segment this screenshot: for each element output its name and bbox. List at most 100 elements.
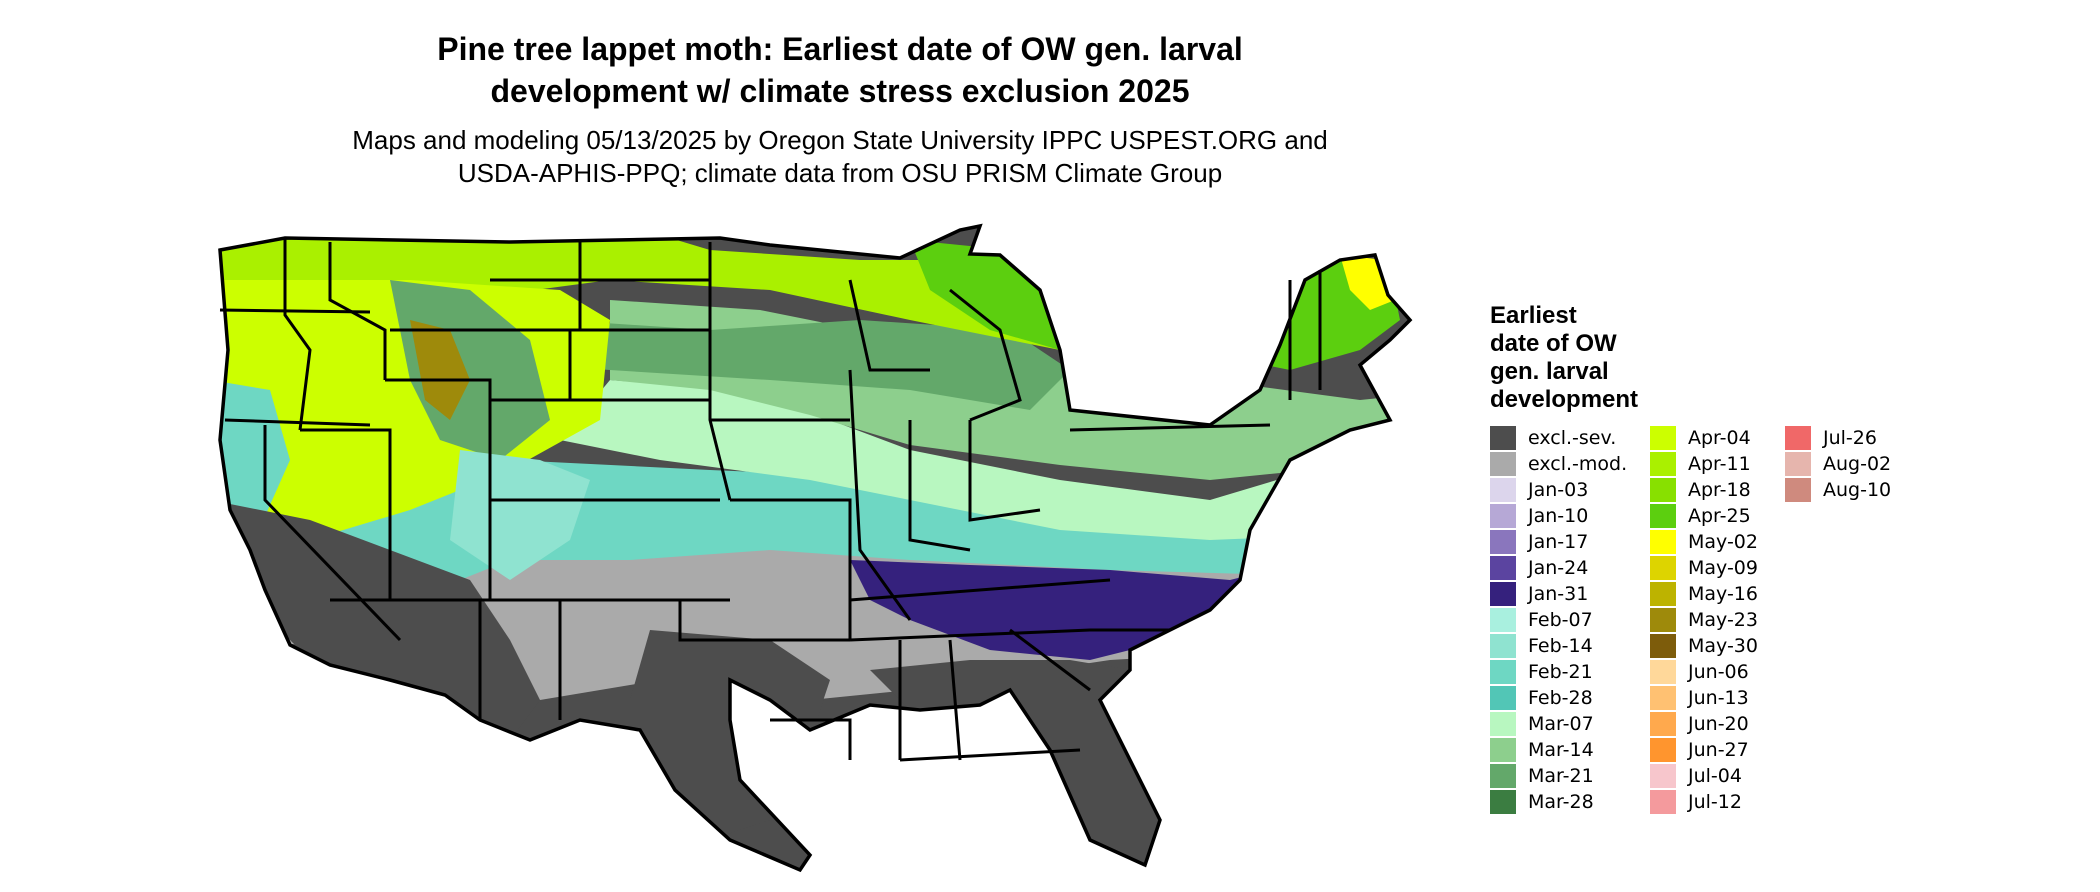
border-nv-ut [300,428,392,600]
legend-label: Aug-02 [1823,453,1892,475]
legend-swatch [1490,556,1516,580]
zone-apr-bright [910,240,1090,350]
legend-item: Jun-06 [1650,659,1758,685]
border-ut-co [385,378,492,600]
map-subtitle-line-1: Maps and modeling 05/13/2025 by Oregon S… [352,125,1328,155]
legend-swatch [1490,790,1516,814]
legend-column-2: Apr-04 Apr-11 Apr-18 Apr-25 May-02 May-09 May-… [1650,425,1758,815]
legend-swatch [1650,478,1676,502]
border-ny-pa [1069,423,1271,432]
border-wa-or [219,308,371,314]
legend-item: Mar-07 [1490,711,1627,737]
zone-southeast-dark [870,660,1160,865]
legend-item: Jun-13 [1650,685,1758,711]
zone-west-brown [410,320,470,420]
legend-item: Apr-18 [1650,477,1758,503]
border-tx-ok [560,598,850,642]
zone-southwest-teal [450,450,590,580]
legend-item: Jan-24 [1490,555,1627,581]
border-mi-lower [949,288,1022,422]
legend-swatch [1785,478,1811,502]
legend-item: Mar-14 [1490,737,1627,763]
border-oh-pa [968,420,1041,522]
map-subtitle: Maps and modeling 05/13/2025 by Oregon S… [300,124,1380,190]
legend-swatch [1490,504,1516,528]
legend-item: Apr-04 [1650,425,1758,451]
legend-item: May-02 [1650,529,1758,555]
state-borders [218,223,1413,873]
map-subtitle-line-2: USDA-APHIS-PPQ; climate data from OSU PR… [457,158,1223,188]
legend-swatch [1650,504,1676,528]
legend-label: Aug-10 [1823,479,1892,501]
legend-swatch [1650,608,1676,632]
legend-column-3: Jul-26 Aug-02 Aug-10 [1785,425,1891,503]
border-id [283,238,312,431]
legend-swatch [1650,556,1676,580]
legend-label: excl.-mod. [1528,453,1628,475]
legend-swatch [1650,686,1676,710]
legend-label: Jun-06 [1688,661,1749,683]
border-al-ga [948,639,962,761]
legend-item: May-16 [1650,581,1758,607]
legend-swatch [1650,738,1676,762]
legend-item: Jun-27 [1650,737,1758,763]
legend-swatch [1490,686,1516,710]
legend-label: Feb-14 [1528,635,1593,657]
legend-item: Aug-02 [1785,451,1891,477]
legend-item: Feb-28 [1490,685,1627,711]
legend-item: Mar-28 [1490,789,1627,815]
legend-swatch [1650,764,1676,788]
legend-label: Mar-28 [1528,791,1594,813]
legend-label: excl.-sev. [1528,427,1617,449]
legend-item: Jan-10 [1490,503,1627,529]
us-map [218,223,1413,873]
legend-label: Apr-18 [1688,479,1751,501]
legend-item: Apr-11 [1650,451,1758,477]
legend-swatch [1490,530,1516,554]
legend-label: Feb-07 [1528,609,1593,631]
legend-swatch [1785,452,1811,476]
legend-label: Feb-28 [1528,687,1593,709]
legend-label: Jan-31 [1528,583,1589,605]
legend-label: Mar-14 [1528,739,1594,761]
legend-label: May-16 [1688,583,1758,605]
legend-label: Jan-03 [1528,479,1589,501]
legend-item: excl.-sev. [1490,425,1627,451]
legend-label: May-23 [1688,609,1758,631]
legend-label: Apr-11 [1688,453,1751,475]
border-la-tx [770,718,852,760]
border-ga-fl [899,748,1081,762]
legend-swatch [1650,634,1676,658]
legend-swatch [1490,764,1516,788]
map-title: Pine tree lappet moth: Earliest date of … [330,28,1350,112]
legend-swatch [1490,452,1516,476]
legend-swatch [1650,426,1676,450]
legend-item: Jul-04 [1650,763,1758,789]
legend-swatch [1650,452,1676,476]
legend-swatch [1650,530,1676,554]
legend-label: Apr-04 [1688,427,1751,449]
legend-swatch [1785,426,1811,450]
legend-label: Mar-07 [1528,713,1594,735]
legend-swatch [1650,790,1676,814]
legend-label: May-02 [1688,531,1758,553]
legend-label: Jun-13 [1688,687,1749,709]
legend-item: Feb-14 [1490,633,1627,659]
legend-item: Jul-12 [1650,789,1758,815]
border-or-ca [224,418,371,427]
legend-item: Mar-21 [1490,763,1627,789]
legend-swatch [1490,478,1516,502]
legend-swatch [1490,634,1516,658]
legend-swatch [1650,660,1676,684]
legend-item: Aug-10 [1785,477,1891,503]
legend-swatch [1490,738,1516,762]
legend-label: May-30 [1688,635,1758,657]
border-ca-nv [263,425,402,642]
legend-swatch [1490,426,1516,450]
legend-swatch [1490,712,1516,736]
legend-label: Jul-12 [1688,791,1742,813]
border-wi [848,279,930,372]
map-title-line-2: development w/ climate stress exclusion … [490,73,1190,109]
zone-southwest-dark [220,500,540,740]
legend-item: Jan-03 [1490,477,1627,503]
